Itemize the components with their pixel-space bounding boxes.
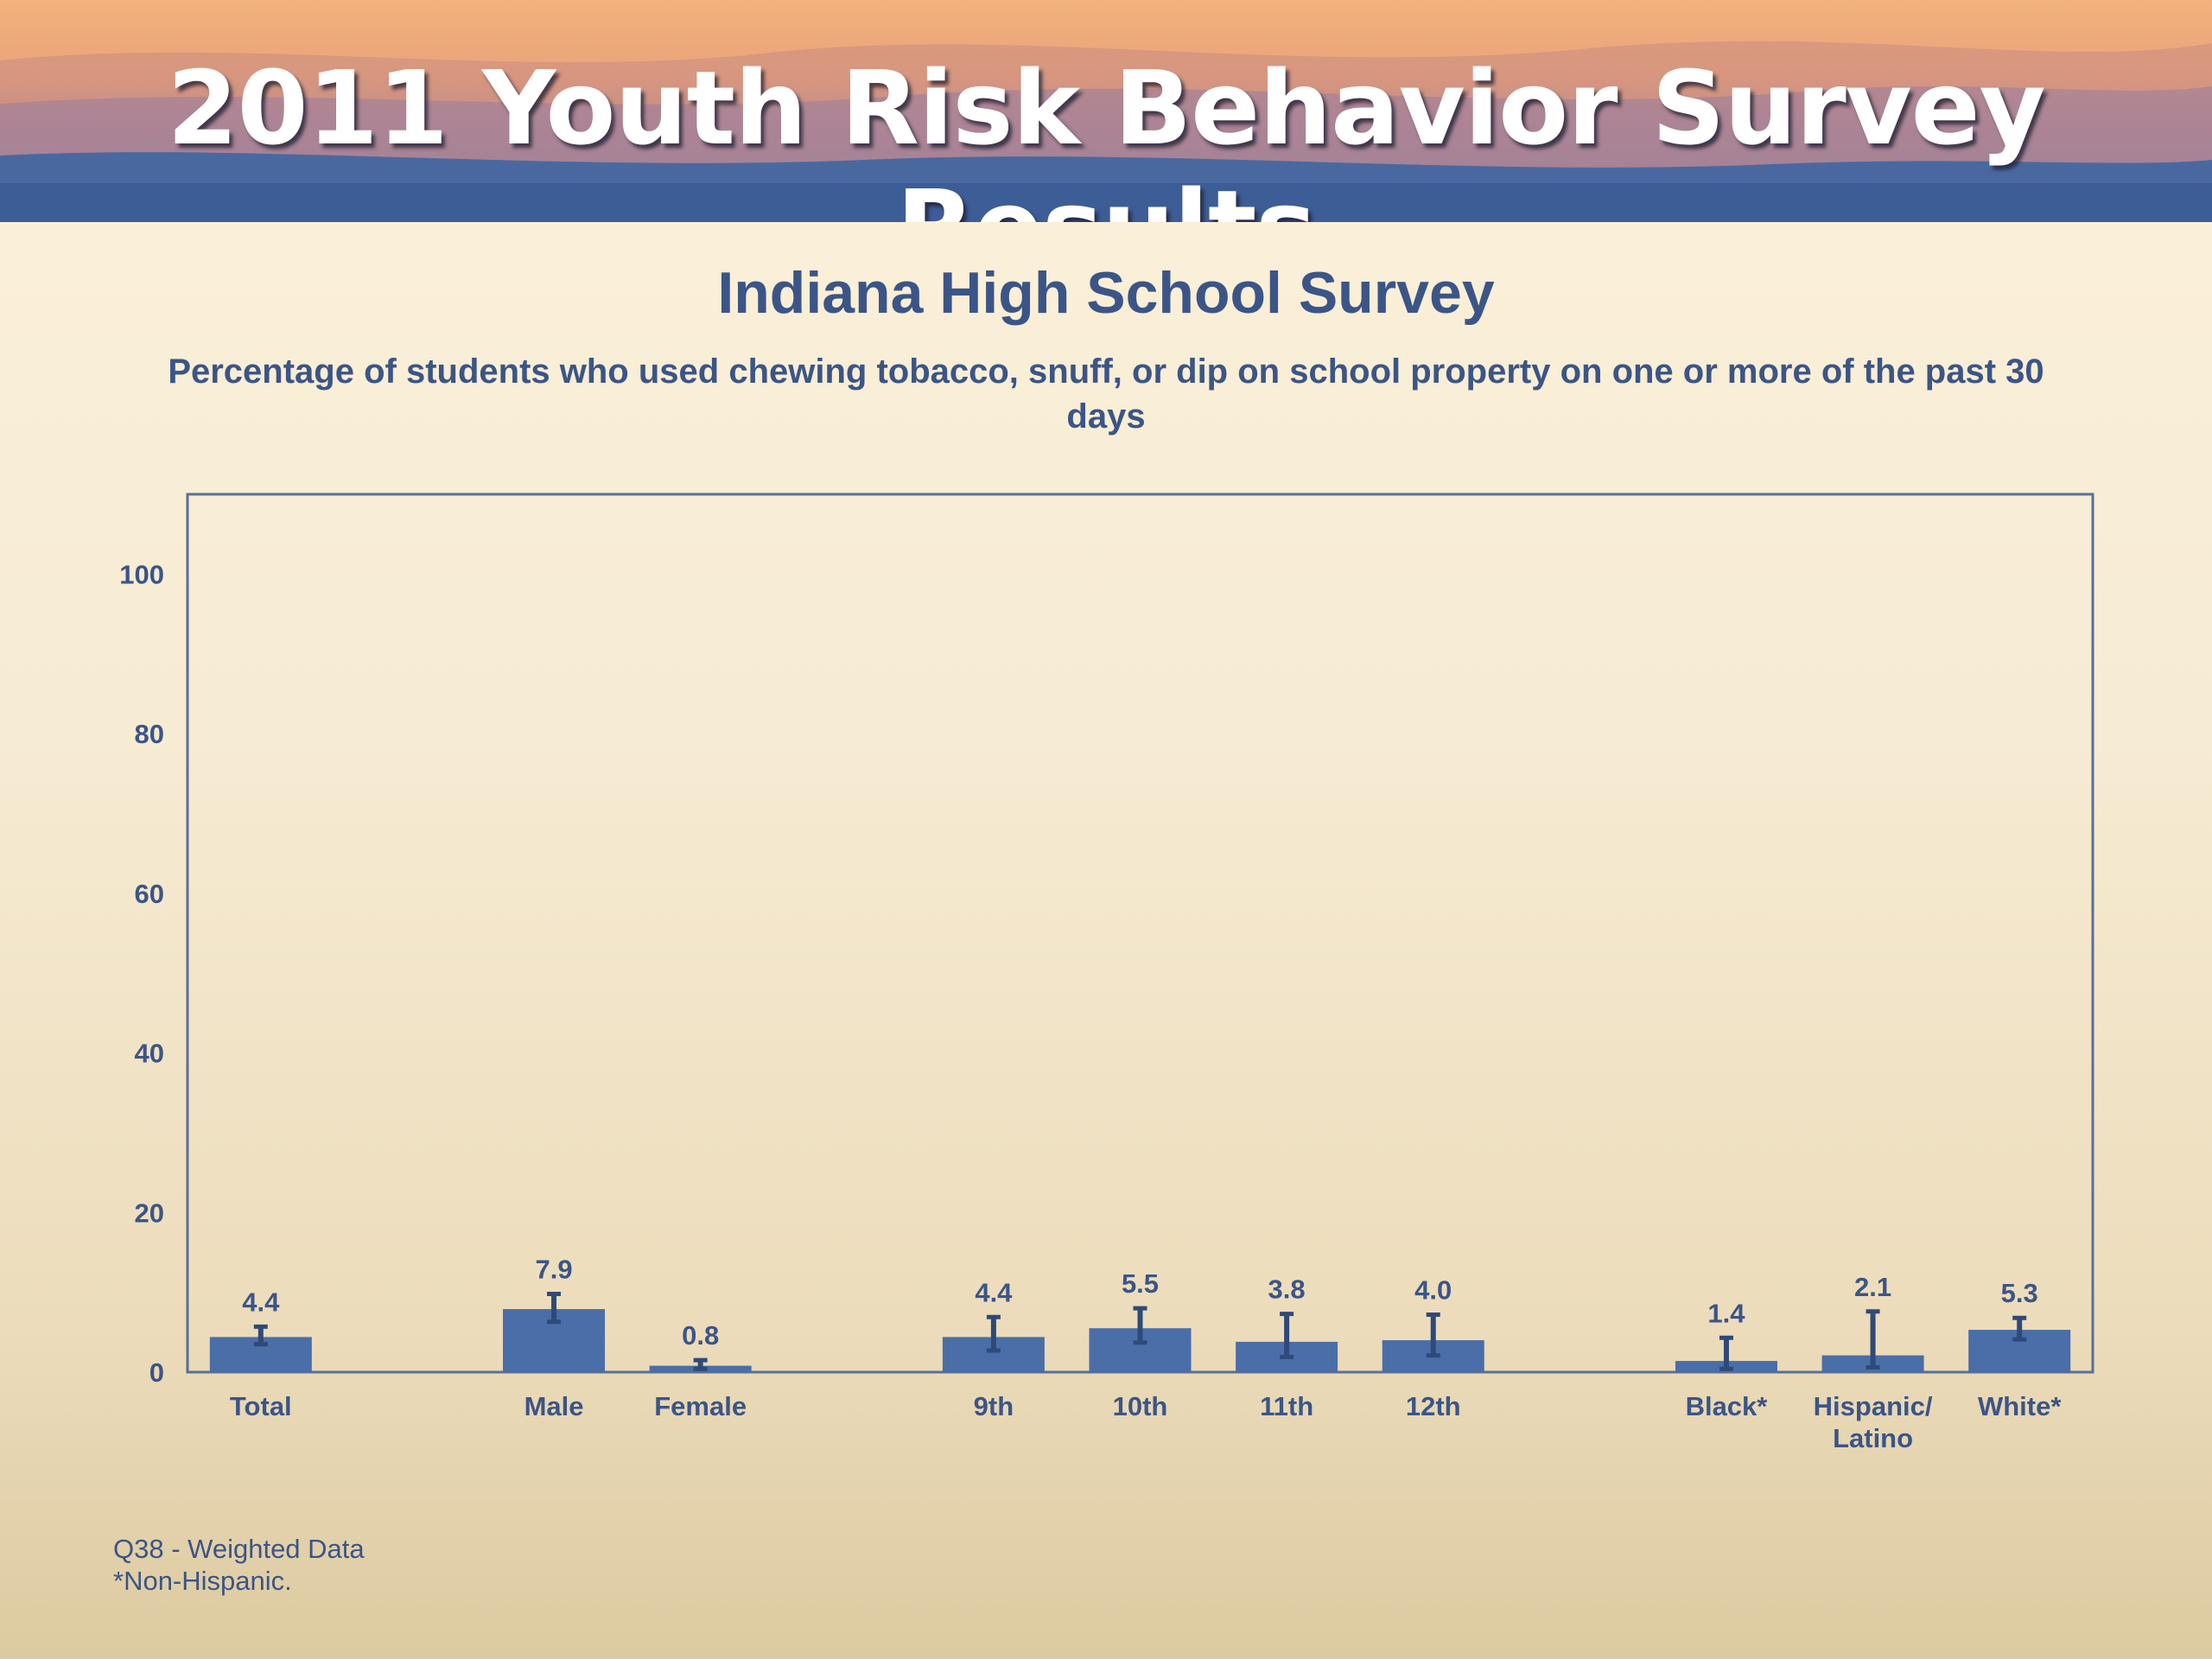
y-tick-label: 40 bbox=[135, 1039, 164, 1069]
data-label: 4.4 bbox=[975, 1277, 1013, 1307]
category-label: 10th bbox=[1113, 1391, 1168, 1421]
data-label: 2.1 bbox=[1854, 1272, 1891, 1302]
banner-background bbox=[0, 0, 2212, 222]
data-label: 7.9 bbox=[535, 1254, 572, 1284]
y-tick-label: 60 bbox=[135, 879, 164, 909]
plot-frame bbox=[186, 493, 2094, 1374]
chart-title: Indiana High School Survey bbox=[717, 260, 1495, 326]
category-label: Hispanic/ bbox=[1814, 1391, 1933, 1421]
y-tick-label: 20 bbox=[135, 1198, 164, 1228]
category-label: 12th bbox=[1406, 1391, 1461, 1421]
y-tick-label: 80 bbox=[135, 719, 164, 749]
category-label: Female bbox=[654, 1391, 747, 1421]
category-label: 11th bbox=[1260, 1391, 1313, 1421]
category-label: Black* bbox=[1686, 1391, 1769, 1421]
chart-subtitle: Percentage of students who used chewing … bbox=[168, 353, 2044, 435]
banner-title: 2011 Youth Risk Behavior Survey Results bbox=[167, 48, 2045, 222]
y-tick-label: 0 bbox=[149, 1357, 164, 1388]
data-label: 3.8 bbox=[1268, 1274, 1306, 1305]
header-banner: 2011 Youth Risk Behavior Survey Results bbox=[0, 0, 2212, 222]
data-label: 5.5 bbox=[1122, 1268, 1159, 1299]
footnote-weighted-data: Q38 - Weighted Data bbox=[113, 1534, 365, 1564]
category-label: White* bbox=[1978, 1391, 2062, 1421]
footnotes: Q38 - Weighted Data *Non-Hispanic. bbox=[113, 1533, 365, 1597]
category-label: 9th bbox=[974, 1391, 1014, 1421]
y-tick-label: 100 bbox=[119, 559, 164, 589]
category-label: Male bbox=[524, 1391, 584, 1421]
data-label: 5.3 bbox=[2001, 1278, 2038, 1308]
category-label: Total bbox=[230, 1391, 292, 1421]
data-label: 4.4 bbox=[242, 1287, 280, 1317]
footnote-non-hispanic: *Non-Hispanic. bbox=[113, 1566, 292, 1596]
data-label: 4.0 bbox=[1414, 1274, 1452, 1305]
data-label: 0.8 bbox=[682, 1320, 719, 1351]
category-label: Latino bbox=[1833, 1423, 1913, 1453]
data-label: 1.4 bbox=[1707, 1298, 1745, 1328]
